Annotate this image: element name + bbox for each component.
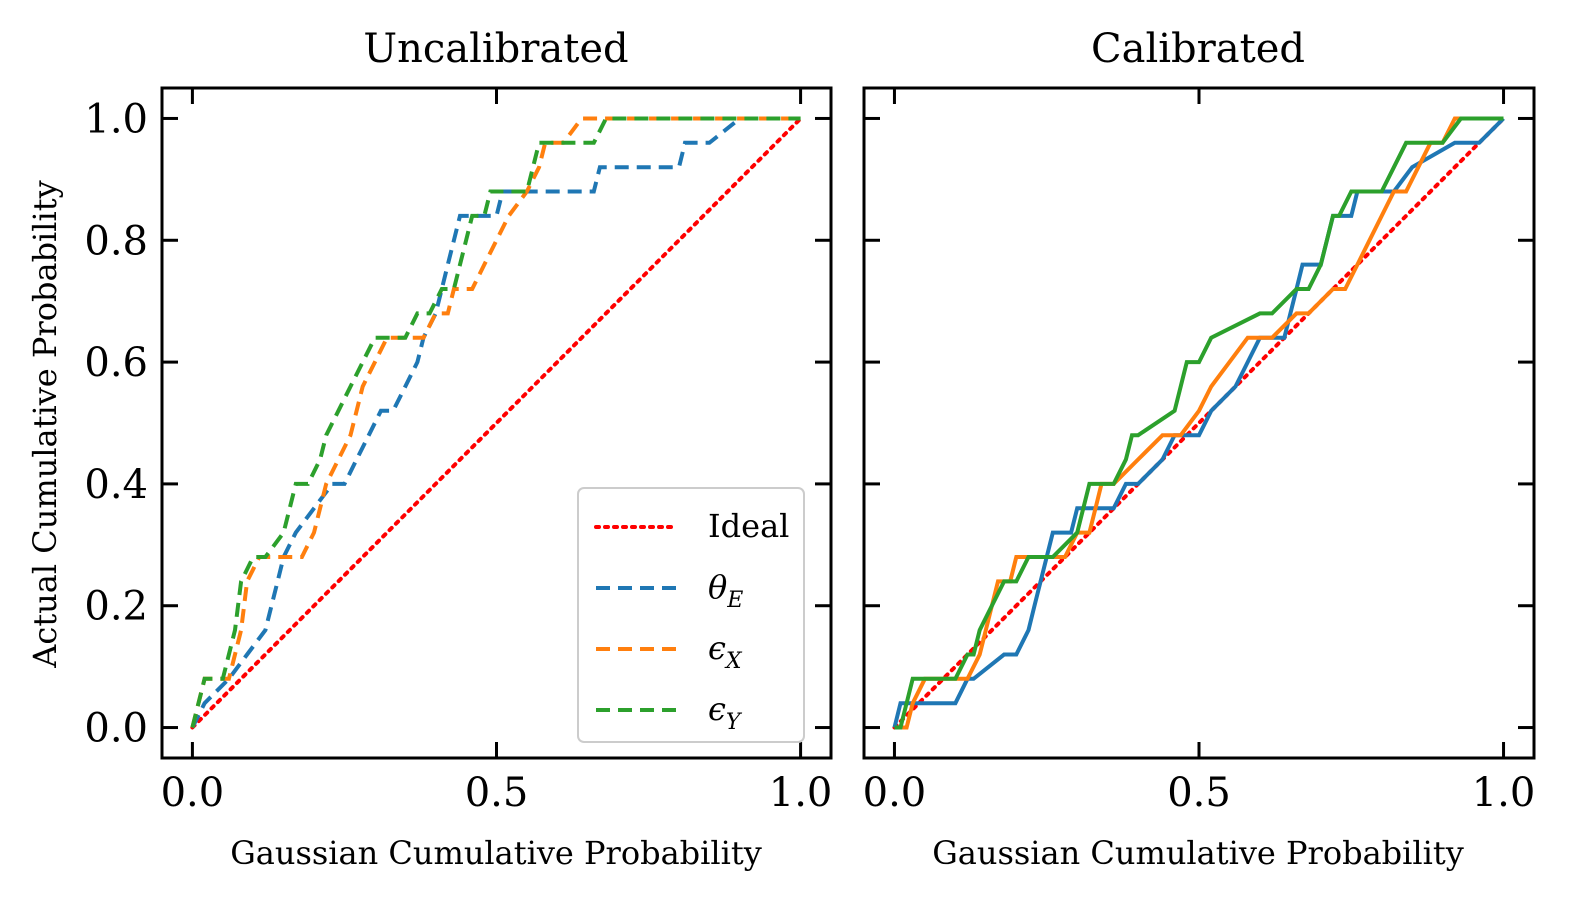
y-tick-label: 0.4 (84, 462, 148, 508)
y-tick-label: 0.0 (84, 706, 148, 752)
x-axis-label: Gaussian Cumulative Probability (932, 834, 1464, 872)
panel-title: Uncalibrated (363, 26, 628, 72)
legend-frame (577, 487, 805, 743)
x-tick-label: 1.0 (1472, 770, 1536, 816)
plot-area: 0.0 0.5 1.0 (862, 86, 1536, 816)
x-tick-label: 0.5 (1167, 770, 1231, 816)
legend-label-ideal: Ideal (708, 507, 789, 545)
x-tick-label: 1.0 (769, 770, 833, 816)
y-tick-label: 1.0 (84, 96, 148, 142)
series-line-ideal (190, 116, 803, 730)
series-line-eps_y (894, 116, 1504, 730)
series-line-eps_x (190, 116, 801, 728)
series-line-theta_e (190, 116, 801, 729)
panel-uncalibrated: Uncalibrated 0.0 0.5 1.0 0.0 0.2 0.4 0.6 0.8 1.0… (26, 26, 833, 872)
x-axis-label: Gaussian Cumulative Probability (230, 834, 762, 872)
series-line-ideal (892, 116, 1506, 730)
legend: Ideal θE ϵX ϵY (577, 487, 805, 743)
y-tick-label: 0.8 (84, 218, 148, 264)
x-tick-label: 0.5 (465, 770, 529, 816)
y-axis-label: Actual Cumulative Probability (26, 180, 64, 668)
plot-area: 0.0 0.5 1.0 0.0 0.2 0.4 0.6 0.8 1.0 (84, 86, 833, 816)
y-tick-label: 0.2 (84, 584, 148, 630)
panel-calibrated: Calibrated 0.0 0.5 1.0 Gaussian Cumulative… (862, 26, 1536, 872)
x-tick-label: 0.0 (161, 770, 225, 816)
x-tick-label: 0.0 (863, 770, 927, 816)
legend-label-eps-y: ϵY (708, 690, 743, 735)
legend-label-eps-x: ϵX (708, 629, 743, 674)
legend-label-theta-e: θE (708, 568, 743, 613)
panel-title: Calibrated (1091, 26, 1305, 72)
y-tick-label: 0.6 (84, 340, 148, 386)
